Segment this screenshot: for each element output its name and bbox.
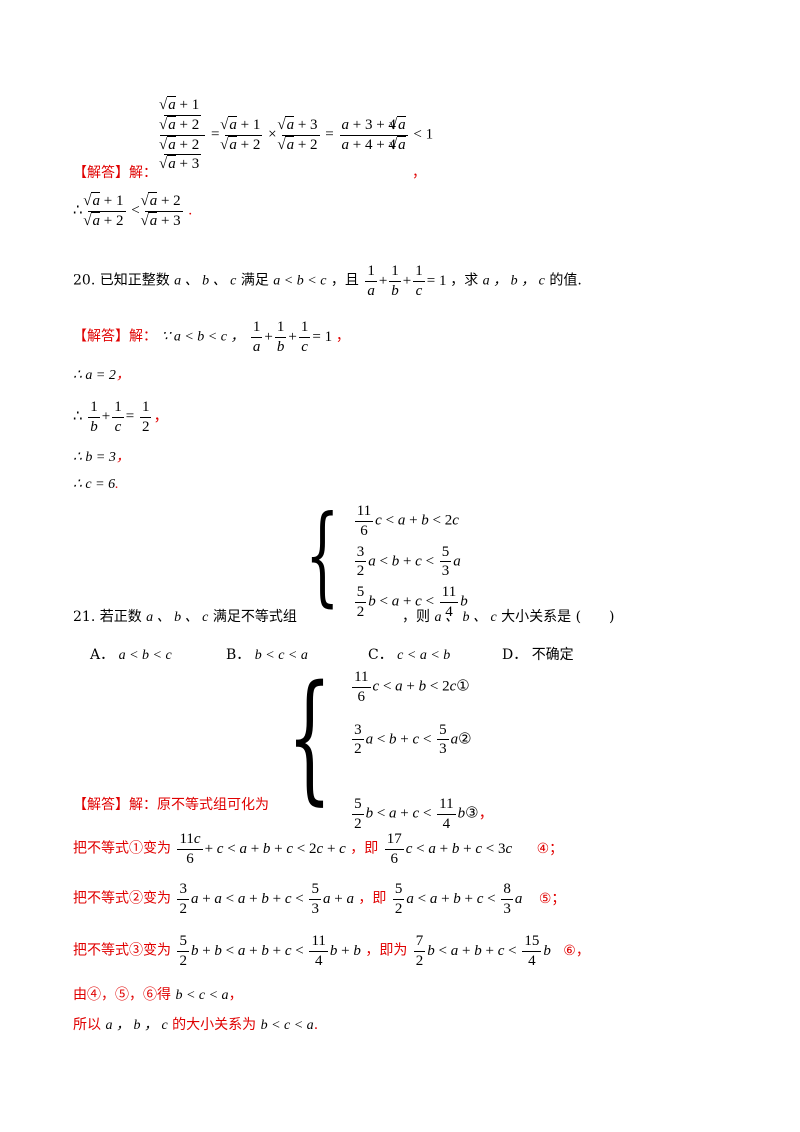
a20-comma-4: ， [115, 450, 130, 465]
option-b-label: B． [226, 647, 251, 663]
q21-option-a[interactable]: A． a < b < c [90, 644, 172, 664]
q21-answer-paren: ( ) [575, 609, 615, 625]
a20-line-5: ∴ c = 6. [73, 476, 119, 493]
question-21: 21. 若正数 a 、 b 、 c 满足不等式组 [73, 510, 297, 625]
a20-c-value: ∴ c = 6 [73, 477, 116, 492]
a21-conclusion-2: 所以 a ， b ， c 的大小关系为 b < c < a. [73, 1017, 319, 1033]
a21-step3-mid: ，即为 [365, 942, 408, 959]
a21-step3-pre: 把不等式③变为 [73, 942, 171, 959]
top-therefore-line: ∴ a + 1a + 2 < a + 2a + 3 . [73, 192, 192, 231]
option-b-value: b < c < a [254, 648, 308, 663]
a20-line-4: ∴ b = 3， [73, 446, 130, 466]
option-c-label: C． [368, 647, 393, 663]
q21-vars: a 、 b 、 c [146, 610, 209, 625]
a20-comma-3: ， [153, 408, 169, 425]
question-20: 20. 已知正整数 a 、 b 、 c 满足 a < b < c ，且 1 a +1… [73, 262, 582, 301]
q20-text-1: 已知正整数 [99, 272, 170, 289]
a21-step3-tag: ⑥， [563, 942, 590, 959]
a21-step1-tag: ④； [536, 840, 564, 857]
a20-period: . [115, 477, 119, 492]
a21-step2-tag: ⑤； [538, 890, 566, 907]
a21-step1-pre: 把不等式①变为 [73, 840, 171, 857]
top-trailing-comma: ， [412, 165, 426, 181]
a21-intro-text: 原不等式组可化为 [157, 797, 269, 813]
a20-line-2: ∴ a = 2， [73, 364, 130, 384]
q20-condition: a < b < c [273, 273, 327, 289]
top-period: . [188, 202, 193, 219]
a20-comma-2: ， [115, 368, 130, 383]
top-answer-label: 【解答】解： [73, 165, 157, 181]
a21-concl2-mid: 的大小关系为 [172, 1017, 257, 1033]
q21-text-2: 满足不等式组 [212, 609, 297, 625]
a21-label: 【解答】解： [73, 797, 157, 813]
a21-concl2-eq: b < c < a [260, 1018, 314, 1033]
q21-text-4: 大小关系是 [501, 609, 572, 625]
q20-equation: 1 a +1 b +1 c = 1 [365, 263, 451, 299]
a20-line-3: ∴ 1 b +1 c = 1 2， [73, 399, 169, 435]
a20-label: 【解答】解： [73, 328, 157, 345]
option-c-value: c < a < b [397, 648, 451, 663]
q21-tail: ，则 a 、 b 、 c 大小关系是 ( ) [402, 606, 615, 626]
a21-concl1-pre: 由④，⑤，⑥得 [73, 987, 171, 1003]
a20-line-1: 【解答】解： ∵ a < b < c ， 1 a +1 b +1 c = 1 ， [73, 318, 350, 357]
q20-text-5: 的值. [549, 272, 582, 289]
option-d-label: D． [502, 647, 528, 663]
q21-text-3: ，则 [402, 609, 430, 625]
a20-comma-1: ， [335, 328, 350, 345]
q20-text-3: ，且 [330, 272, 359, 289]
a21-step1-mid: ，即 [350, 840, 379, 857]
option-a-value: a < b < c [118, 648, 172, 663]
a21-step-1: 把不等式①变为 11c 6 + c < a + b + c < 2c + c ，即 … [73, 831, 564, 867]
q20-number: 20. [73, 272, 96, 289]
q21-vars-2: a 、 b 、 c [434, 610, 497, 625]
a21-step2-pre: 把不等式②变为 [73, 890, 171, 907]
a21-concl2-vars: a ， b ， c [105, 1018, 168, 1033]
q21-text-1: 若正数 [99, 609, 142, 625]
a20-equation: 1 a +1 b +1 c = 1 [250, 319, 336, 355]
a21-intro: 【解答】解：原不等式组可化为 [73, 794, 269, 814]
a21-step2-mid: ，即 [358, 890, 387, 907]
q21-option-d[interactable]: D． 不确定 [502, 644, 574, 664]
a20-a-value: ∴ a = 2 [73, 368, 116, 383]
q21-number: 21. [73, 609, 96, 625]
a20-given: ∵ a < b < c ， [161, 329, 245, 345]
a21-concl1-eq: b < c < a [175, 988, 229, 1003]
q20-vars: a 、 b 、 c [174, 273, 237, 289]
q20-text-2: 满足 [240, 272, 269, 289]
q21-option-c[interactable]: C． c < a < b [368, 644, 450, 664]
a21-conclusion-1: 由④，⑤，⑥得 b < c < a， [73, 987, 243, 1003]
q21-option-b[interactable]: B． b < c < a [226, 644, 308, 664]
a20-b-value: ∴ b = 3 [73, 450, 116, 465]
a21-concl2-pre: 所以 [73, 1017, 101, 1033]
option-a-label: A． [90, 647, 115, 663]
option-d-value: 不确定 [531, 647, 574, 663]
q20-vars-2: a ， b ， c [482, 273, 545, 289]
q20-text-4: ，求 [450, 272, 479, 289]
top-compound-fraction: a + 1a + 2 a + 2a + 3 = a + 1a + 2 × a +… [158, 96, 433, 174]
